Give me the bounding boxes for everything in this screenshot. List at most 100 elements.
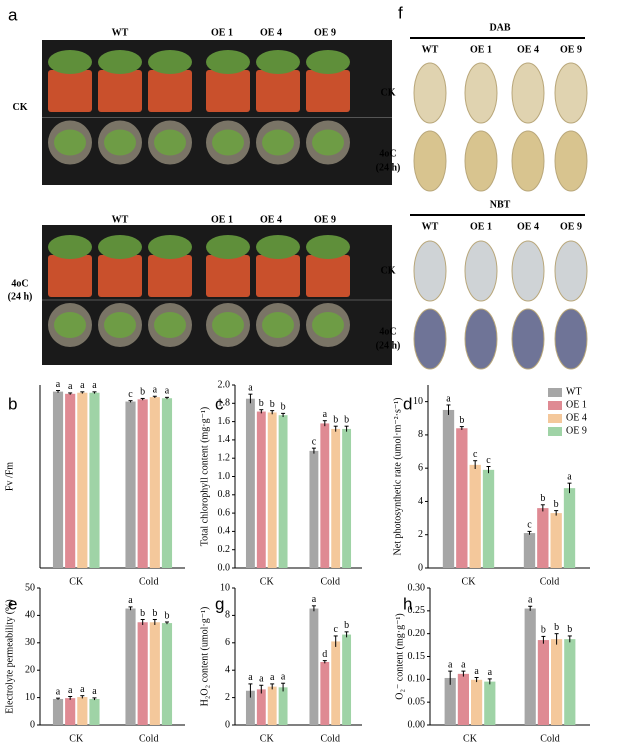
- x-tick-label: Cold: [321, 576, 340, 587]
- plant-top-view: [104, 129, 136, 156]
- significance-letter: c: [128, 389, 133, 400]
- plant-top-view: [212, 312, 244, 338]
- pot: [256, 255, 300, 297]
- y-tick-label: 2: [418, 529, 423, 540]
- significance-letter: a: [153, 385, 158, 396]
- panel-label: g: [215, 594, 224, 613]
- significance-letter: a: [68, 685, 73, 696]
- significance-letter: a: [248, 382, 253, 393]
- leaf: [413, 308, 447, 370]
- panel-label: f: [398, 3, 403, 22]
- bar: [564, 639, 576, 725]
- significance-letter: a: [56, 686, 61, 697]
- leaf: [554, 308, 588, 370]
- leaf: [464, 308, 498, 370]
- genotype-label: WT: [112, 27, 129, 38]
- y-tick-label: 0: [418, 562, 423, 573]
- y-tick-label: 0.4: [218, 526, 231, 537]
- y-tick-label: 50: [25, 582, 35, 593]
- genotype-label: OE 1: [211, 27, 233, 38]
- leaf: [464, 62, 498, 124]
- plant-top-view: [54, 312, 86, 338]
- genotype-label: OE 4: [260, 214, 282, 225]
- significance-letter: b: [554, 499, 559, 510]
- bar: [471, 679, 483, 725]
- x-tick-label: CK: [260, 576, 275, 587]
- significance-letter: a: [80, 684, 85, 695]
- y-tick-label: 30: [25, 637, 35, 648]
- bar: [137, 399, 148, 568]
- bar: [469, 464, 481, 568]
- significance-letter: a: [281, 672, 286, 683]
- legend-swatch: [548, 414, 562, 423]
- bar: [331, 428, 341, 568]
- x-tick-label: Cold: [139, 576, 158, 587]
- legend-label: WT: [566, 386, 582, 397]
- leaf: [413, 130, 447, 192]
- significance-letter: a: [461, 659, 466, 670]
- significance-letter: b: [333, 414, 338, 425]
- plant: [206, 235, 250, 259]
- x-tick-label: CK: [462, 576, 477, 587]
- bar: [320, 661, 330, 725]
- plant: [48, 50, 92, 74]
- significance-letter: b: [140, 387, 145, 398]
- bar: [563, 488, 576, 568]
- y-tick-label: 0.15: [408, 651, 426, 662]
- bar: [342, 634, 352, 725]
- y-tick-label: 2: [225, 692, 230, 703]
- genotype-label: WT: [422, 221, 439, 232]
- leaf: [511, 240, 545, 302]
- x-tick-label: Cold: [540, 733, 559, 744]
- x-tick-label: CK: [69, 733, 84, 744]
- bar: [537, 640, 549, 725]
- y-tick-label: 0.0: [218, 562, 231, 573]
- significance-letter: c: [527, 520, 532, 531]
- significance-letter: a: [80, 380, 85, 391]
- y-tick-label: 2.0: [218, 379, 231, 390]
- significance-letter: b: [554, 622, 559, 633]
- bar: [551, 639, 563, 725]
- genotype-label: OE 9: [560, 221, 582, 232]
- pot: [98, 70, 142, 112]
- bar: [331, 641, 341, 725]
- bar: [523, 533, 536, 568]
- y-tick-label: 0.30: [408, 582, 426, 593]
- plant: [148, 50, 192, 74]
- y-axis-label: O₂⁻ content (mg·g⁻¹): [394, 613, 405, 699]
- stain-title: DAB: [489, 22, 510, 33]
- row-label: 4oC: [11, 278, 28, 289]
- significance-letter: c: [486, 455, 491, 466]
- plant-top-view: [154, 312, 186, 338]
- legend-label: OE 9: [566, 425, 587, 436]
- y-tick-label: 6: [418, 462, 423, 473]
- y-axis-label: Total chlorophyll content (mg·g⁻¹): [199, 407, 210, 547]
- significance-letter: a: [248, 672, 253, 683]
- pot: [48, 255, 92, 297]
- significance-letter: b: [259, 398, 264, 409]
- genotype-label: OE 9: [314, 214, 336, 225]
- significance-letter: a: [259, 674, 264, 685]
- bar: [320, 423, 330, 568]
- significance-letter: b: [541, 625, 546, 636]
- x-tick-label: Cold: [321, 733, 340, 744]
- significance-letter: b: [281, 402, 286, 413]
- bar: [456, 428, 468, 568]
- bar: [65, 698, 76, 725]
- panel-label: d: [403, 394, 412, 413]
- x-tick-label: Cold: [139, 733, 158, 744]
- bar: [256, 689, 266, 725]
- plant-top-view: [262, 312, 294, 338]
- bar: [342, 428, 352, 568]
- row-label: 4oC: [379, 148, 396, 159]
- legend-swatch: [548, 401, 562, 410]
- genotype-label: OE 4: [260, 27, 282, 38]
- plant: [306, 50, 350, 74]
- y-tick-label: 10: [220, 582, 230, 593]
- pot: [98, 255, 142, 297]
- significance-letter: a: [128, 595, 133, 606]
- significance-letter: a: [312, 594, 317, 605]
- bar: [52, 391, 64, 568]
- row-label: CK: [381, 265, 396, 276]
